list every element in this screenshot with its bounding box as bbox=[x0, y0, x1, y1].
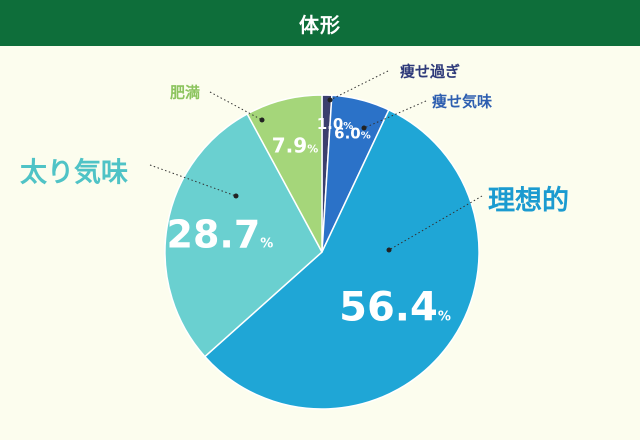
slice-value-label-3: 56.4% bbox=[339, 284, 451, 330]
pie-slice-5 bbox=[246, 94, 323, 253]
pie-slice-4 bbox=[164, 112, 323, 358]
slice-value-label-5: 7.9% bbox=[272, 133, 318, 157]
category-label-2: 痩せ気味 bbox=[432, 92, 492, 110]
slice-value-label-4: 28.7% bbox=[167, 212, 274, 256]
leader-line-1 bbox=[329, 70, 389, 101]
leader-dot-1 bbox=[327, 97, 333, 103]
category-label-5: 肥満 bbox=[170, 83, 200, 101]
pie-slice-3 bbox=[203, 108, 480, 410]
leader-dot-2 bbox=[361, 125, 367, 131]
chart-title: 体形 bbox=[299, 12, 341, 37]
leader-dot-5 bbox=[259, 117, 265, 123]
chart-title-bar: 体形 bbox=[0, 0, 640, 46]
category-label-1: 痩せ過ぎ bbox=[400, 62, 460, 80]
slice-value-label-2: 6.0% bbox=[334, 125, 371, 143]
leader-dot-3 bbox=[386, 247, 392, 253]
leader-line-4 bbox=[149, 164, 237, 197]
slice-value-label-1: 1.0% bbox=[317, 115, 354, 133]
leader-dot-4 bbox=[233, 193, 239, 199]
leader-line-2 bbox=[363, 100, 427, 129]
category-label-4: 太り気味 bbox=[20, 156, 128, 188]
leader-line-5 bbox=[209, 91, 263, 121]
category-label-3: 理想的 bbox=[488, 184, 569, 216]
